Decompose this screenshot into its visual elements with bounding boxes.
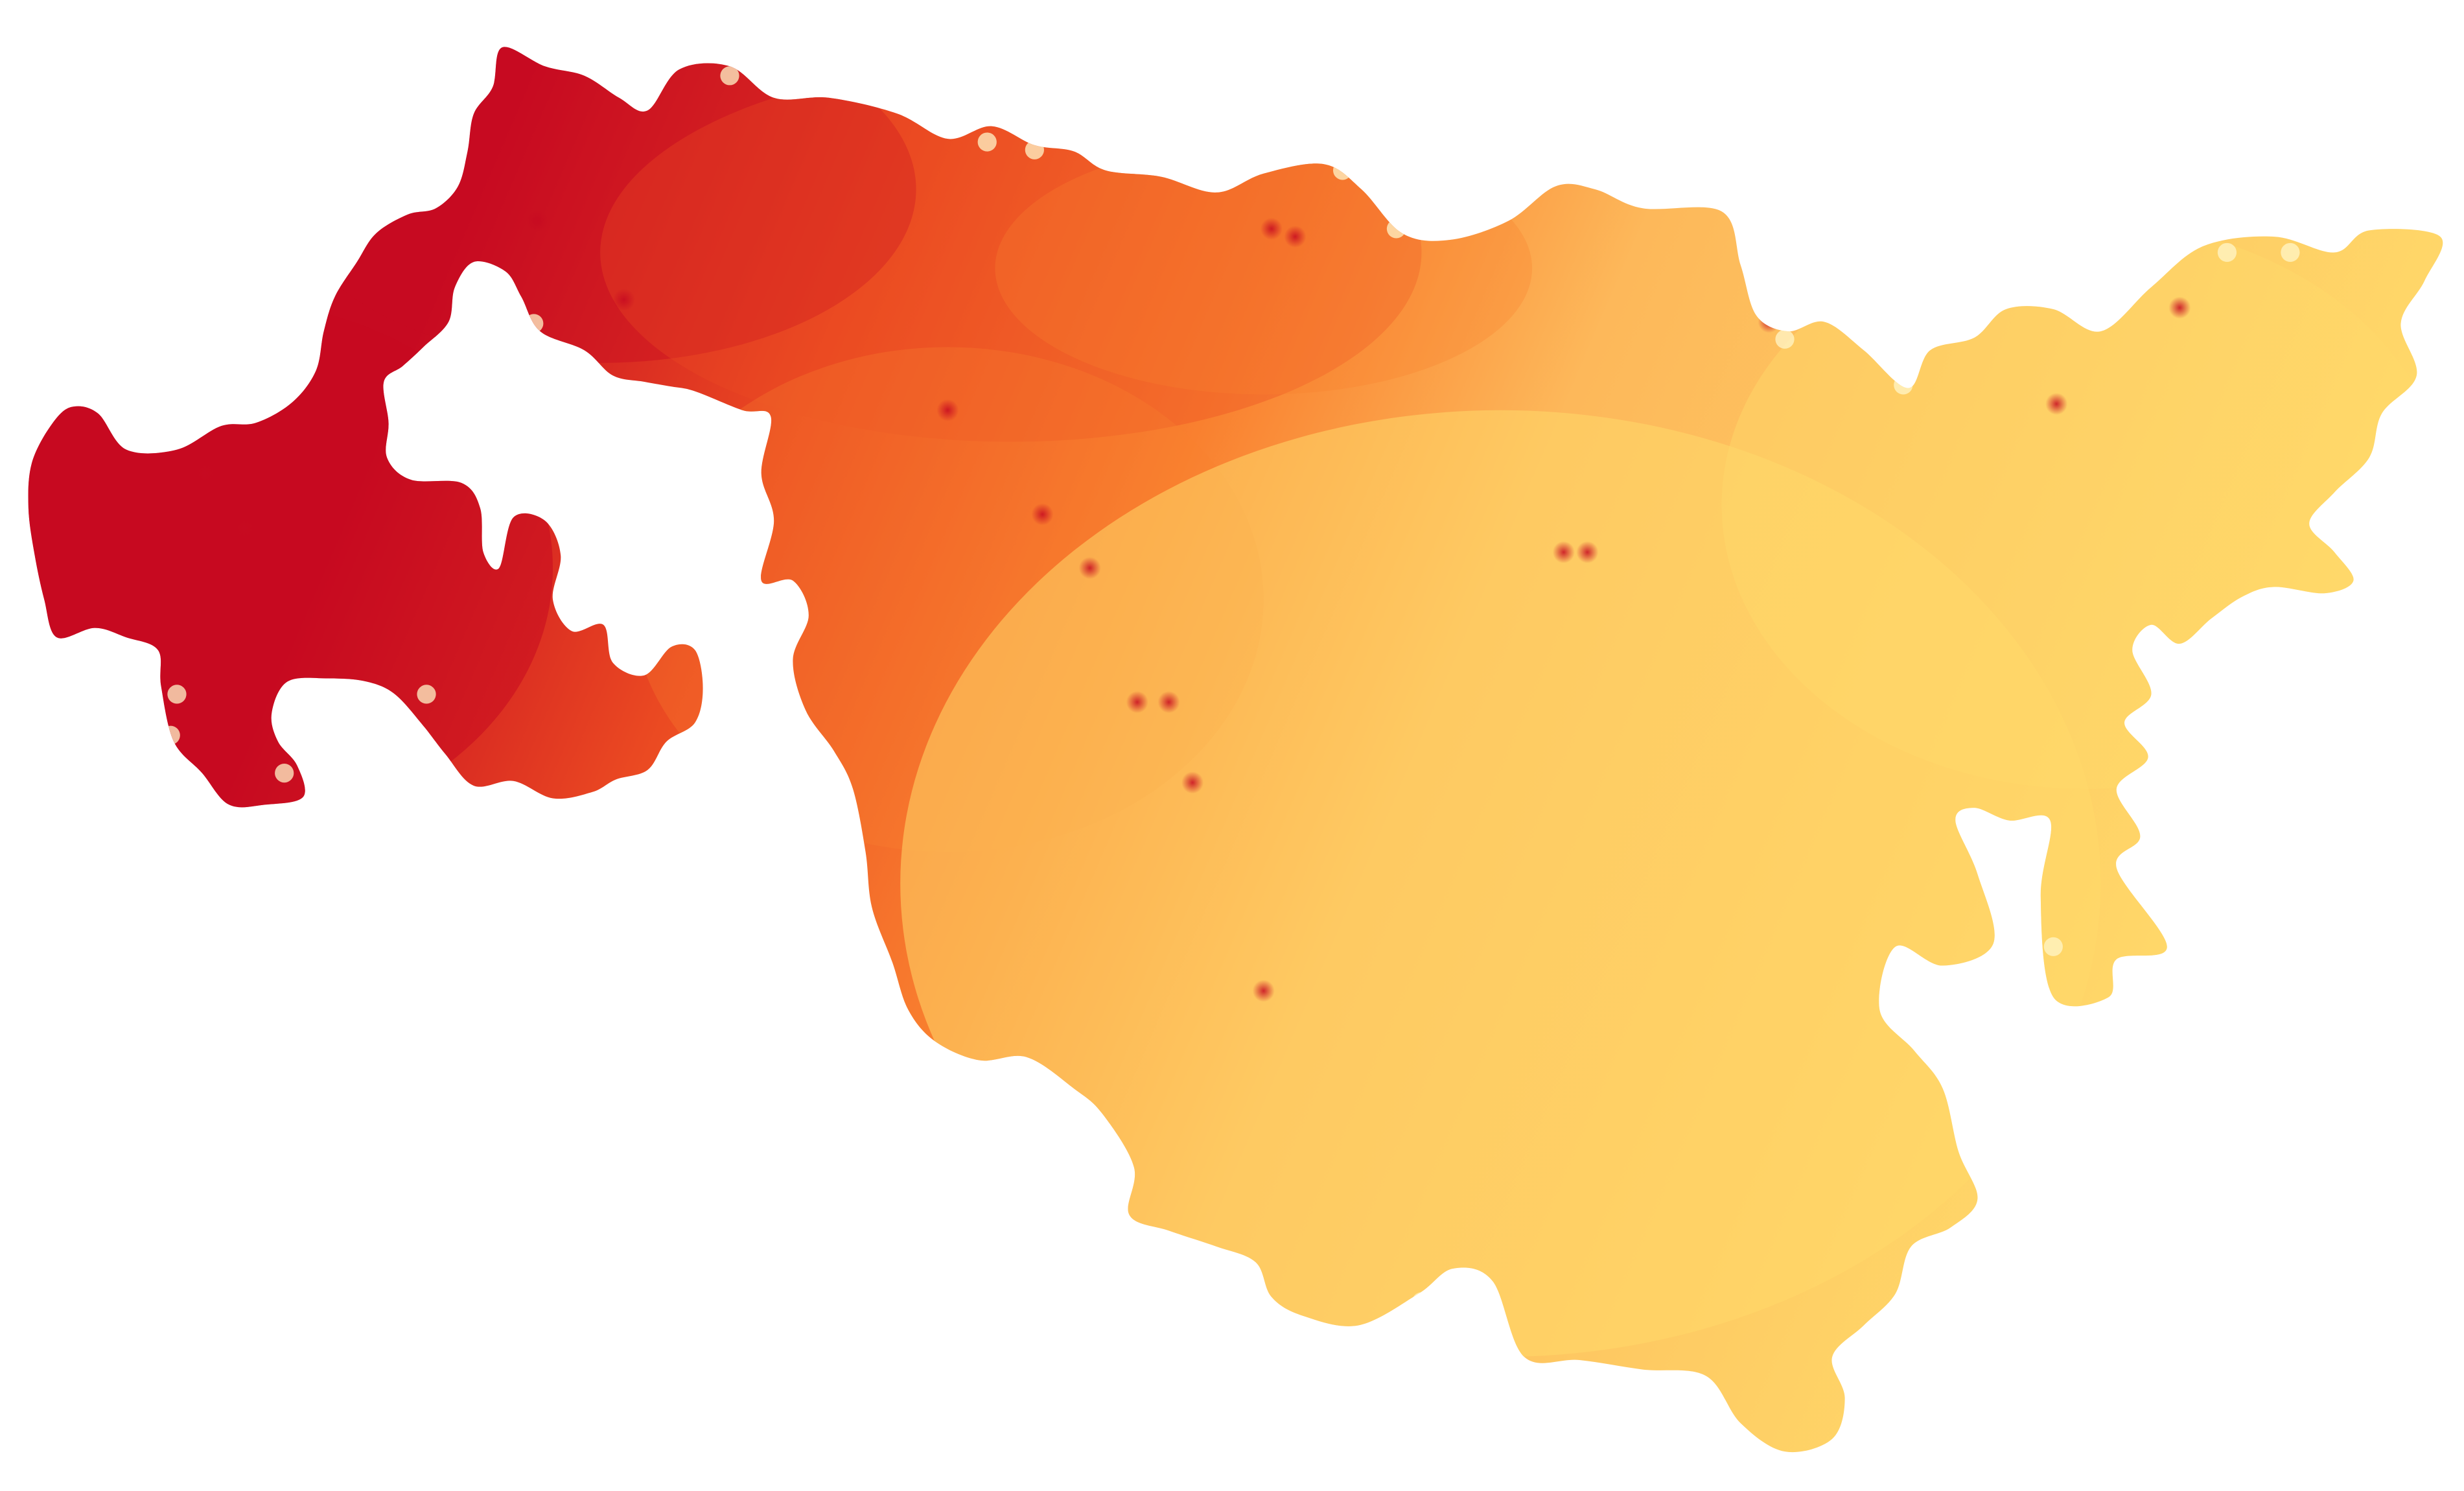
hotspot-marker — [194, 462, 216, 485]
edge-highlight — [1025, 140, 1044, 159]
hotspot-marker — [1284, 226, 1307, 248]
edge-highlight — [1412, 1292, 1432, 1311]
hotspot-marker — [1157, 691, 1180, 714]
edge-highlight — [720, 66, 739, 86]
edge-highlight — [161, 725, 180, 745]
edge-highlight — [417, 685, 436, 704]
heat-overlay — [28, 47, 2443, 1357]
hotspot-marker — [1181, 771, 1204, 794]
hotspot-marker — [1126, 691, 1148, 714]
hotspot-marker — [1552, 541, 1575, 563]
hotspot-marker — [2168, 296, 2191, 319]
edge-highlight — [2281, 242, 2300, 263]
hotspot-marker — [612, 288, 635, 311]
hotspot-marker — [1252, 980, 1275, 1002]
hotspot-marker — [936, 399, 959, 421]
hotspot-marker — [1078, 557, 1101, 580]
edge-highlight — [1332, 161, 1353, 180]
hotspot-marker — [1260, 217, 1283, 240]
edge-highlight — [524, 314, 544, 333]
edge-highlight — [1894, 375, 1913, 395]
region-area — [28, 47, 2443, 1453]
edge-highlight — [167, 685, 187, 704]
edge-highlight — [977, 132, 997, 152]
edge-highlight — [2043, 937, 2063, 956]
edge-highlight — [1775, 329, 1795, 349]
hotspot-marker — [1576, 541, 1599, 563]
hotspot-marker — [1031, 503, 1054, 526]
hotspot-marker — [2045, 393, 2068, 416]
mid-zone-upper — [995, 142, 1533, 395]
edge-highlight — [1386, 219, 1406, 239]
edge-highlight — [275, 763, 294, 783]
hotspot-marker — [526, 209, 548, 232]
cool-zone-center — [900, 410, 2101, 1357]
edge-highlight — [1491, 1332, 1510, 1351]
cool-zone-east — [1721, 220, 2443, 789]
hotspot-marker — [1758, 311, 1780, 333]
edge-highlight — [2217, 242, 2237, 263]
hotspot-marker — [233, 517, 256, 540]
